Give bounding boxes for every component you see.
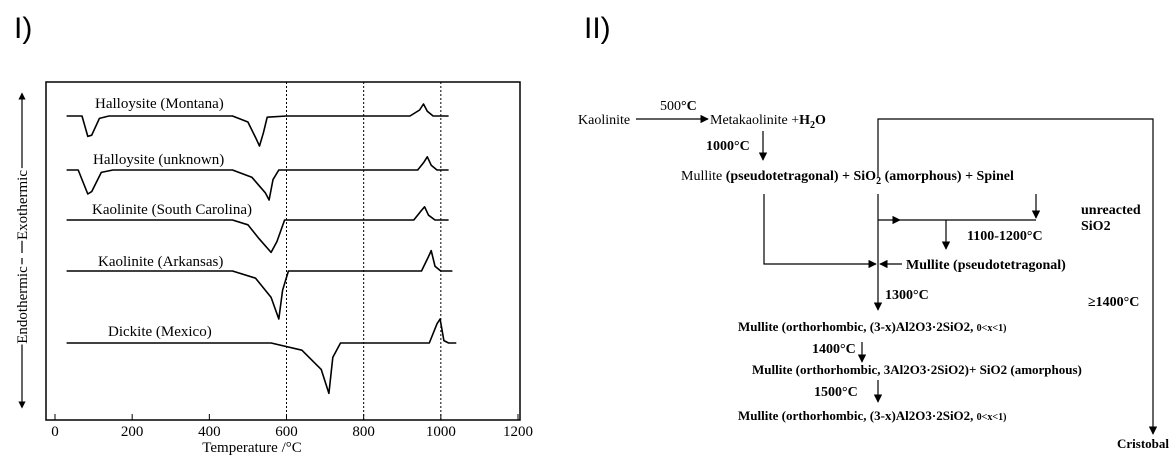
series-label-kaolinite-arkansas: Kaolinite (Arkansas) [98,254,223,270]
step1-temp: 500°C [660,99,697,114]
mullite-orthorhombic-2: Mullite (orthorhombic, 3Al2O3·2SiO2)+ Si… [752,362,1082,377]
dta-curve-4 [66,318,457,395]
dta-curve-2 [66,206,449,254]
mullite-orthorhombic-3: Mullite (orthorhombic, (3-x)Al2O3·2SiO2,… [738,408,1006,423]
kaolinite-label: Kaolinite [578,113,630,128]
temp-1500: 1500°C [814,385,858,400]
panel-label-1: I) [14,12,33,45]
series-label-halloysite-montana: Halloysite (Montana) [95,96,224,112]
dta-curve-1 [66,156,449,201]
x-tick-label-0: 0 [51,424,59,440]
plot-frame [45,81,521,421]
temp-1000: 1000°C [706,139,750,154]
mullite-pseudotetragonal-amorphous-spinel: Mullite (pseudotetragonal) + SiO2 (amorp… [681,169,1014,187]
exothermic-label: Exothermic [15,170,31,240]
temp-1400: 1400°C [812,342,856,357]
x-tick-label-400: 400 [198,424,221,440]
endothermic-label: Endothermic [15,266,31,344]
mullite-orthorhombic-1: Mullite (orthorhombic, (3-x)Al2O3·2SiO2,… [738,319,1006,334]
temp-1100-1200: 1100-1200°C [967,229,1043,244]
series-label-halloysite-unknown: Halloysite (unknown) [93,152,224,168]
cristobalite-label: Cristobalite [1117,436,1169,451]
mullite-pseudotetragonal: Mullite (pseudotetragonal) [906,258,1066,273]
dta-curves [66,103,457,395]
dta-curve-0 [66,103,449,147]
x-axis-ticks: 0 200 400 600 800 1000 1200 [51,414,533,440]
unreacted-sio2-label: SiO2 [1081,219,1111,234]
x-tick-label-1000: 1000 [426,424,456,440]
series-label-dickite-mexico: Dickite (Mexico) [108,324,212,340]
x-tick-label-600: 600 [275,424,298,440]
x-tick-label-200: 200 [121,424,144,440]
x-axis-label: Temperature /°C [202,440,302,455]
series-label-kaolinite-sc: Kaolinite (South Carolina) [92,202,252,218]
unreacted-label: unreacted [1081,203,1141,218]
x-tick-label-800: 800 [352,424,375,440]
temp-1300: 1300°C [885,288,929,303]
metakaolinite-label: Metakaolinite +H2O [710,113,826,131]
panel-label-2: II) [584,12,611,45]
x-tick-label-1200: 1200 [503,424,533,440]
dta-chart: 0 200 400 600 800 1000 1200 Halloysite (Montan… [13,81,533,455]
temp-ge1400: ≥1400°C [1088,295,1139,310]
dta-curve-3 [66,249,453,320]
gridlines [286,82,442,420]
